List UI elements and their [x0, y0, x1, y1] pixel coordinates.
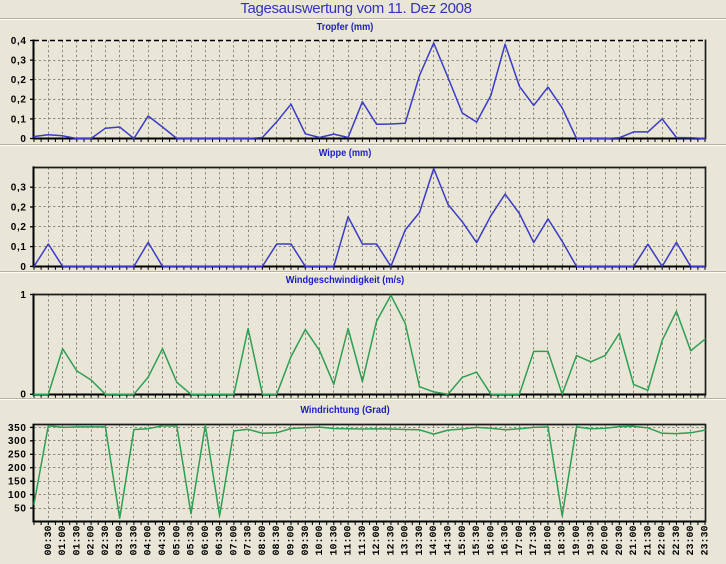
svg-text:22:00: 22:00: [658, 526, 669, 556]
svg-text:07:00: 07:00: [229, 526, 240, 556]
svg-text:10:00: 10:00: [315, 526, 326, 556]
svg-text:03:30: 03:30: [129, 526, 140, 556]
svg-text:20:00: 20:00: [601, 526, 612, 556]
svg-text:0: 0: [20, 134, 26, 145]
svg-text:04:30: 04:30: [158, 526, 169, 556]
svg-text:07:30: 07:30: [244, 526, 255, 556]
svg-text:250: 250: [8, 450, 27, 461]
svg-text:09:30: 09:30: [301, 526, 312, 556]
svg-text:0,3: 0,3: [11, 183, 27, 194]
svg-text:08:30: 08:30: [272, 526, 283, 556]
svg-text:11:30: 11:30: [358, 526, 369, 556]
svg-text:16:00: 16:00: [486, 526, 497, 556]
svg-text:0,2: 0,2: [11, 222, 27, 233]
svg-text:15:00: 15:00: [458, 526, 469, 556]
svg-text:01:30: 01:30: [72, 526, 83, 556]
svg-text:21:00: 21:00: [629, 526, 640, 556]
svg-text:18:30: 18:30: [558, 526, 569, 556]
svg-text:00:30: 00:30: [44, 526, 55, 556]
svg-text:11:00: 11:00: [344, 526, 355, 556]
svg-text:0: 0: [20, 262, 26, 273]
svg-text:17:00: 17:00: [515, 526, 526, 556]
svg-text:0: 0: [20, 390, 26, 401]
svg-text:15:30: 15:30: [472, 526, 483, 556]
svg-text:200: 200: [8, 463, 27, 474]
svg-text:13:00: 13:00: [401, 526, 412, 556]
svg-text:0,2: 0,2: [11, 95, 27, 106]
svg-text:300: 300: [8, 436, 27, 447]
svg-text:05:00: 05:00: [172, 526, 183, 556]
svg-text:08:00: 08:00: [258, 526, 269, 556]
svg-text:100: 100: [8, 490, 27, 501]
svg-text:09:00: 09:00: [287, 526, 298, 556]
svg-text:03:00: 03:00: [115, 526, 126, 556]
svg-text:22:30: 22:30: [672, 526, 683, 556]
svg-text:50: 50: [14, 504, 26, 515]
svg-text:05:30: 05:30: [187, 526, 198, 556]
svg-text:17:30: 17:30: [529, 526, 540, 556]
svg-text:150: 150: [8, 477, 27, 488]
svg-text:06:30: 06:30: [215, 526, 226, 556]
svg-text:04:00: 04:00: [144, 526, 155, 556]
svg-text:20:30: 20:30: [615, 526, 626, 556]
svg-text:12:30: 12:30: [386, 526, 397, 556]
svg-text:21:30: 21:30: [643, 526, 654, 556]
svg-text:02:00: 02:00: [87, 526, 98, 556]
svg-text:18:00: 18:00: [544, 526, 555, 556]
svg-text:06:00: 06:00: [201, 526, 212, 556]
svg-text:23:00: 23:00: [686, 526, 697, 556]
svg-text:0,1: 0,1: [11, 114, 27, 125]
svg-text:23:30: 23:30: [701, 526, 712, 556]
svg-text:14:30: 14:30: [444, 526, 455, 556]
svg-text:350: 350: [8, 423, 27, 434]
svg-text:16:30: 16:30: [501, 526, 512, 556]
svg-text:0,2: 0,2: [11, 202, 27, 213]
svg-text:19:30: 19:30: [586, 526, 597, 556]
svg-text:01:00: 01:00: [58, 526, 69, 556]
svg-text:19:00: 19:00: [572, 526, 583, 556]
svg-text:13:30: 13:30: [415, 526, 426, 556]
svg-text:0,2: 0,2: [11, 75, 27, 86]
svg-text:14:00: 14:00: [429, 526, 440, 556]
svg-text:1: 1: [20, 290, 26, 301]
svg-text:0,3: 0,3: [11, 56, 27, 67]
svg-text:12:00: 12:00: [372, 526, 383, 556]
svg-text:10:30: 10:30: [329, 526, 340, 556]
svg-text:02:30: 02:30: [101, 526, 112, 556]
svg-text:0,4: 0,4: [11, 36, 27, 47]
svg-text:0,1: 0,1: [11, 242, 27, 253]
